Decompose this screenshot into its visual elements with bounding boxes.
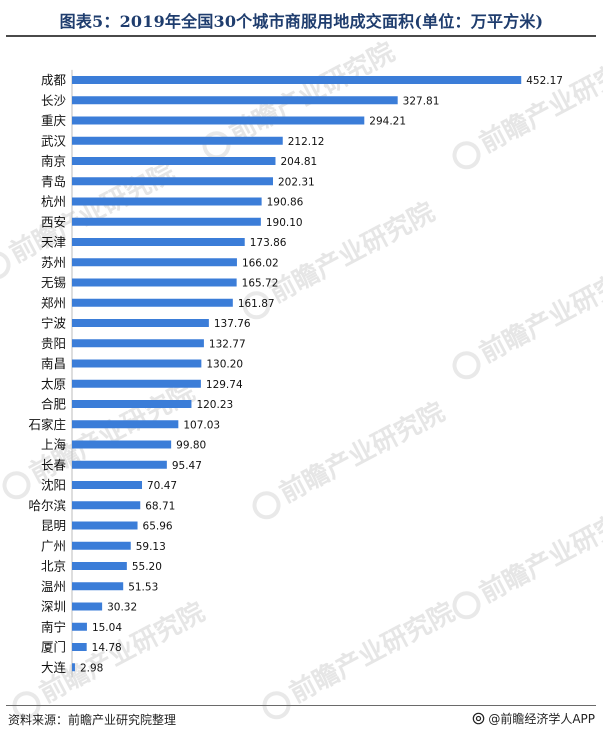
category-label: 昆明 [41,518,66,533]
data-label: 137.76 [214,318,251,330]
bar [72,643,87,651]
data-label: 120.23 [196,399,233,411]
bar [72,177,273,186]
data-label: 202.31 [278,176,315,188]
category-label: 太原 [41,376,66,391]
category-label: 武汉 [41,133,67,148]
data-label: 161.87 [238,298,275,310]
data-label: 166.02 [242,257,279,269]
data-label: 65.96 [143,521,173,533]
data-label: 15.04 [92,622,122,634]
category-label: 无锡 [41,275,66,290]
bar [72,602,103,611]
bar [72,319,209,327]
bar [72,217,261,226]
bar [72,238,245,246]
data-label: 129.74 [206,379,243,391]
data-label: 30.32 [107,602,137,614]
data-label: 14.78 [92,642,122,654]
bar [72,562,127,570]
bar [72,116,365,125]
source-note: 资料来源：前瞻产业研究院整理 [8,713,177,727]
category-label: 大连 [41,660,67,675]
data-label: 132.77 [209,338,246,350]
bar [72,663,75,672]
category-label: 宁波 [41,316,67,331]
bar-chart: 成都 452.17 长沙 327.81 重庆 294.21 武汉 212.12 南京 204.81… [28,69,563,678]
bar [72,541,131,550]
category-label: 天津 [41,235,66,250]
category-label: 沈阳 [41,478,66,493]
bar [72,582,124,591]
data-label: 130.20 [206,359,243,371]
category-label: 长沙 [41,93,67,108]
category-label: 杭州 [41,194,66,209]
category-label: 长春 [41,457,67,472]
bar [72,481,143,489]
data-label: 212.12 [288,136,325,148]
bar [72,379,201,388]
bar [72,258,237,267]
bar [72,420,179,429]
data-label: 68.71 [145,500,175,512]
category-label: 成都 [41,73,67,88]
bar [72,622,87,631]
category-label: 厦门 [41,640,66,655]
bar [72,136,283,145]
bar [72,501,141,510]
category-label: 广州 [41,538,66,553]
chart-title: 图表5：2019年全国30个城市商服用地成交面积(单位：万平方米) [59,12,544,31]
at-sign-icon [473,712,485,725]
bar [72,400,192,408]
category-label: 北京 [41,559,66,574]
category-label: 苏州 [41,255,66,270]
data-label: 165.72 [242,278,279,290]
data-label: 190.10 [266,217,303,229]
category-label: 南昌 [41,356,66,371]
bar [72,521,138,530]
bar [72,298,233,307]
data-label: 452.17 [526,75,563,87]
category-label: 郑州 [41,295,66,310]
category-label: 南京 [41,154,66,169]
bar [72,440,172,449]
bar [72,359,202,368]
data-label: 59.13 [136,541,166,553]
bar [72,197,262,206]
footer-divider [6,705,596,706]
data-label: 51.53 [128,581,158,593]
bar [72,96,398,105]
bar [72,460,167,469]
data-label: 294.21 [369,116,406,128]
data-label: 173.86 [250,237,287,249]
bar [72,157,276,165]
data-label: 327.81 [403,95,440,107]
category-label: 青岛 [41,174,66,189]
title-divider [6,35,596,37]
category-label: 深圳 [41,599,66,614]
bar [72,278,237,287]
data-label: 70.47 [147,480,177,492]
brand-text: @前瞻经济学人APP [488,712,595,726]
category-label: 贵阳 [41,336,66,351]
category-label: 合肥 [41,397,67,412]
brand-credit: @前瞻经济学人APP [472,710,595,727]
category-label: 哈尔滨 [28,498,66,513]
category-label: 西安 [41,214,66,229]
category-label: 南宁 [41,619,66,634]
category-label: 重庆 [41,113,67,128]
data-label: 99.80 [176,440,206,452]
data-label: 95.47 [172,460,202,472]
category-label: 温州 [41,579,66,594]
data-label: 107.03 [183,419,220,431]
bar [72,339,204,348]
data-label: 204.81 [280,156,317,168]
data-label: 2.98 [80,662,103,674]
category-label: 上海 [41,437,67,452]
bar [72,76,522,84]
category-label: 石家庄 [28,417,66,432]
data-label: 55.20 [132,561,162,573]
data-label: 190.86 [267,197,304,209]
